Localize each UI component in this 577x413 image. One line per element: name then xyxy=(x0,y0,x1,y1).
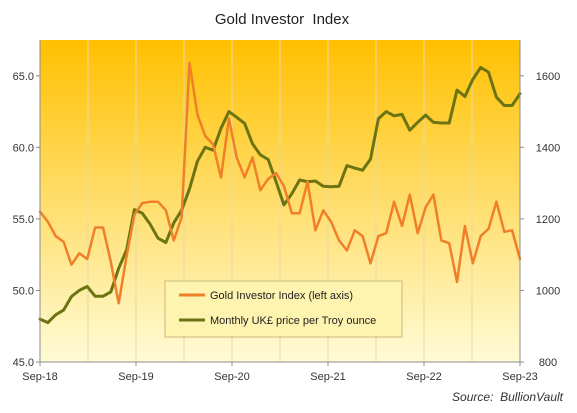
series-line-investor-index xyxy=(38,61,522,305)
right-tick-label: 1000 xyxy=(536,285,560,297)
x-tick-label: Sep-20 xyxy=(214,371,249,383)
chart-title: Gold Investor Index xyxy=(215,11,350,28)
left-tick-label: 65.0 xyxy=(13,71,34,83)
legend-label-investor-index: Gold Investor Index (left axis) xyxy=(210,290,353,302)
right-tick-label: 1200 xyxy=(536,214,560,226)
x-tick-label: Sep-22 xyxy=(406,371,441,383)
x-tick-label: Sep-19 xyxy=(118,371,153,383)
x-tick-label: Sep-21 xyxy=(310,371,345,383)
x-tick-label: Sep-23 xyxy=(502,371,537,383)
right-tick-label: 1400 xyxy=(536,142,560,154)
series-line-gold-price xyxy=(38,66,522,325)
left-tick-label: 45.0 xyxy=(13,357,34,369)
legend-box xyxy=(164,280,403,338)
right-tick-label: 1600 xyxy=(536,71,560,83)
axes: 45.0 50.0 55.0 60.0 65.0 800 1000 1200 1400 1600 S… xyxy=(13,40,560,383)
left-tick-label: 50.0 xyxy=(13,285,34,297)
series-lines xyxy=(38,61,522,325)
x-tick-label: Sep-18 xyxy=(22,371,57,383)
left-tick-label: 55.0 xyxy=(13,214,34,226)
legend: Gold Investor Index (left axis) Monthly … xyxy=(164,280,403,338)
left-tick-label: 60.0 xyxy=(13,142,34,154)
legend-label-gold-price: Monthly UK£ price per Troy ounce xyxy=(210,315,376,327)
source-note: Source: BullionVault xyxy=(452,390,564,404)
right-tick-label: 800 xyxy=(539,357,557,369)
